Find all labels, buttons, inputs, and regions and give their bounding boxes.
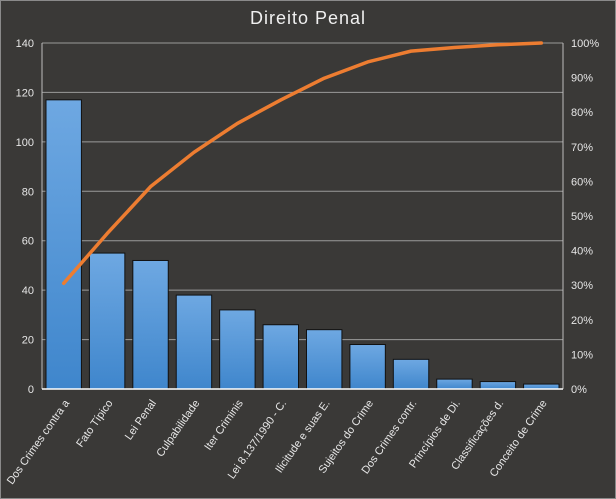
y2-tick-label: 100% [571, 38, 599, 50]
bar-4 [175, 294, 213, 390]
y-tick-label: 80 [22, 186, 34, 198]
y-tick-label: 60 [22, 236, 34, 248]
bar-9 [392, 358, 430, 390]
y2-tick-label: 10% [571, 349, 593, 361]
y2-tick-label: 20% [571, 315, 593, 327]
y-tick-label: 40 [22, 285, 34, 297]
cumulative-line [61, 41, 544, 286]
x-tick-label: Fato Típico [74, 398, 115, 450]
y-tick-label: 140 [16, 38, 34, 50]
y-tick-label: 0 [28, 384, 34, 396]
y2-tick-label: 30% [571, 280, 593, 292]
x-tick-label: Iter Criminis [202, 397, 246, 452]
y-tick-label: 100 [16, 137, 34, 149]
y2-tick-label: 60% [571, 176, 593, 188]
y-tick-label: 20 [22, 335, 34, 347]
bar-6 [262, 324, 300, 390]
bar-5 [219, 309, 256, 390]
bar-1 [45, 99, 82, 390]
chart-title: Direito Penal [249, 8, 367, 28]
y2-tick-label: 70% [571, 142, 593, 154]
y2-tick-label: 80% [571, 107, 593, 119]
x-tick-label: Dos Crimes contra a [5, 397, 73, 487]
x-tick-label: Lei Penal [123, 398, 159, 442]
y2-tick-label: 40% [571, 246, 593, 258]
bar-2 [88, 252, 126, 390]
y-tick-label: 120 [16, 87, 34, 99]
y2-tick-label: 50% [571, 211, 593, 223]
x-tick-label: Culpabilidade [154, 398, 202, 459]
y2-tick-label: 0% [571, 384, 587, 396]
bar-3 [132, 259, 169, 390]
bar-11 [479, 381, 517, 390]
bar-7 [306, 329, 343, 390]
bar-10 [436, 378, 473, 390]
y2-tick-label: 90% [571, 73, 593, 85]
bar-8 [349, 344, 386, 390]
